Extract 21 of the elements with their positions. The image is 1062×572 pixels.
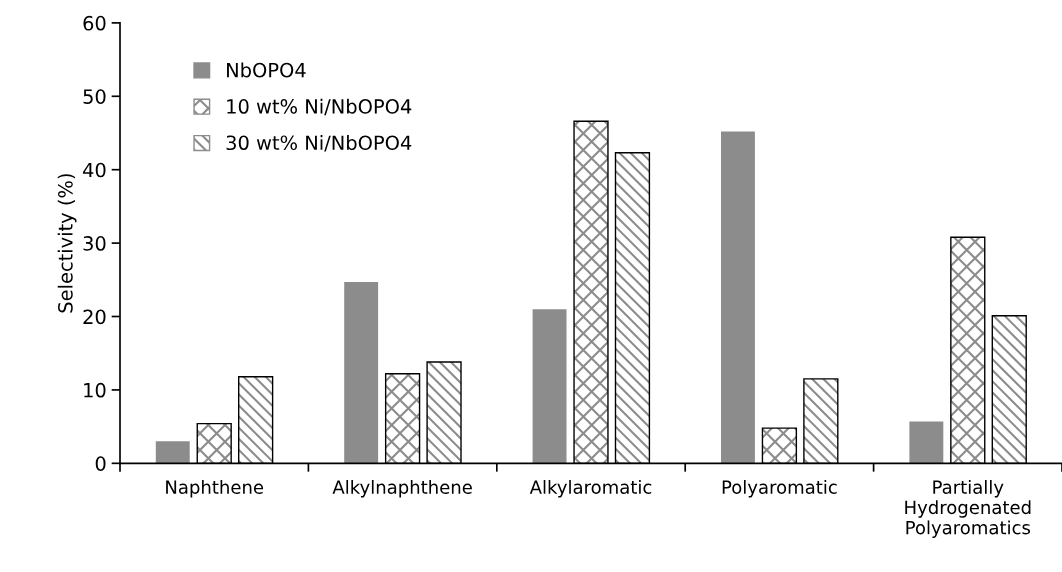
bar: [155, 441, 190, 464]
x-tick-label: Partially Hydrogenated Polyaromatics: [905, 479, 1031, 538]
y-tick-label: 20: [83, 309, 106, 325]
legend-label: 10 wt% Ni/NbOPO4: [227, 98, 412, 116]
bar: [721, 131, 755, 464]
x-tick-label: Polyaromatic: [722, 479, 837, 498]
bar: [532, 309, 567, 464]
y-tick-label: 60: [83, 15, 106, 31]
x-tick-label: Alkylaromatic: [529, 479, 652, 498]
y-tick-label: 30: [83, 236, 106, 251]
legend-label: 30 wt% Ni/NbOPO4: [226, 135, 412, 152]
bar: [344, 282, 379, 464]
bar: [909, 421, 944, 464]
y-tick-label: 40: [83, 162, 106, 178]
y-tick-label: 10: [84, 382, 106, 398]
y-axis-title: Selectivity (%): [57, 174, 77, 313]
x-tick-label: Alkylnaphthene: [332, 479, 472, 498]
x-tick-label: Naphthene: [166, 479, 264, 498]
legend-label: NbOPO4: [227, 62, 306, 78]
y-tick-label: 50: [83, 89, 106, 104]
y-tick-label: 0: [95, 456, 106, 471]
